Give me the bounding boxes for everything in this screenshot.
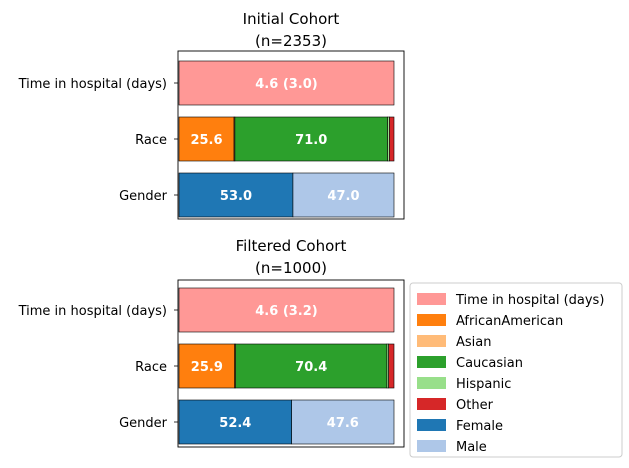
legend-label: Hispanic — [456, 377, 511, 392]
axes-frame — [177, 279, 405, 448]
bar-segment-male — [291, 399, 395, 445]
y-tick-label: Race — [135, 360, 167, 375]
y-tick-label: Time in hospital (days) — [18, 304, 167, 319]
bar-segment-time-in-hospital-days — [178, 287, 395, 333]
bar-segment-other — [388, 343, 395, 389]
y-tick-label: Time in hospital (days) — [18, 77, 167, 92]
data-label: 47.6 — [327, 416, 359, 431]
legend-label: Male — [456, 440, 487, 455]
legend-item-hispanic: Hispanic — [417, 377, 511, 392]
legend-label: Other — [456, 398, 494, 413]
bar-segment-africanamerican — [178, 116, 235, 162]
data-label: 70.4 — [295, 360, 327, 375]
legend: Time in hospital (days) AfricanAmerican As… — [409, 282, 623, 458]
bar-row-gender: Gender 53.0 47.0 — [119, 172, 395, 218]
bar-row-gender: Gender 52.4 47.6 — [119, 399, 395, 445]
bar-row-race: Race 25.9 70.4 — [135, 343, 395, 389]
data-label: 71.0 — [295, 133, 327, 148]
bar-row-race: Race 25.6 71.0 — [135, 116, 395, 162]
data-label: 4.6 (3.2) — [255, 304, 317, 319]
panel-subtitle: (n=1000) — [255, 259, 327, 277]
legend-item-africanamerican: AfricanAmerican — [417, 314, 563, 329]
panel-title: Filtered Cohort — [236, 237, 347, 255]
bar-segment-caucasian — [234, 116, 388, 162]
legend-label: AfricanAmerican — [456, 314, 563, 329]
data-label: 52.4 — [219, 416, 251, 431]
legend-item-asian: Asian — [417, 335, 491, 350]
data-label: 25.6 — [190, 133, 222, 148]
panel-2: Filtered Cohort (n=1000) Time in hospital … — [18, 237, 405, 448]
legend-swatch — [417, 440, 446, 452]
bar-segment-male — [292, 172, 395, 218]
axes-frame — [177, 50, 405, 220]
legend-swatch — [417, 335, 446, 347]
bar-segment-other — [389, 116, 395, 162]
data-label: 4.6 (3.0) — [255, 77, 317, 92]
legend-label: Female — [456, 419, 503, 434]
bar-segment-africanamerican — [178, 343, 235, 389]
y-tick-label: Gender — [119, 416, 168, 431]
data-label: 25.9 — [191, 360, 223, 375]
legend-swatch — [417, 398, 446, 410]
legend-label: Asian — [456, 335, 491, 350]
y-tick-label: Gender — [119, 189, 168, 204]
legend-item-male: Male — [417, 440, 487, 455]
legend-swatch — [417, 293, 446, 305]
legend-swatch — [417, 419, 446, 431]
bar-row-time-in-hospital-days: Time in hospital (days) 4.6 (3.2) — [18, 287, 395, 333]
panel-subtitle: (n=2353) — [255, 32, 327, 50]
panel-title: Initial Cohort — [243, 10, 340, 28]
legend-label: Caucasian — [456, 356, 523, 371]
legend-frame — [409, 282, 623, 458]
legend-item-time-in-hospital-days: Time in hospital (days) — [417, 293, 604, 308]
bar-segment-time-in-hospital-days — [178, 60, 395, 106]
panel-1: Initial Cohort (n=2353) Time in hospital (… — [18, 10, 405, 220]
data-label: 53.0 — [220, 189, 252, 204]
bar-segment-caucasian — [235, 343, 388, 389]
legend-item-female: Female — [417, 419, 503, 434]
legend-item-caucasian: Caucasian — [417, 356, 523, 371]
bar-row-time-in-hospital-days: Time in hospital (days) 4.6 (3.0) — [18, 60, 395, 106]
y-tick-label: Race — [135, 133, 167, 148]
bar-segment-female — [178, 399, 292, 445]
data-label: 47.0 — [327, 189, 359, 204]
legend-item-other: Other — [417, 398, 494, 413]
legend-swatch — [417, 356, 446, 368]
legend-label: Time in hospital (days) — [455, 293, 604, 308]
legend-swatch — [417, 377, 446, 389]
legend-swatch — [417, 314, 446, 326]
